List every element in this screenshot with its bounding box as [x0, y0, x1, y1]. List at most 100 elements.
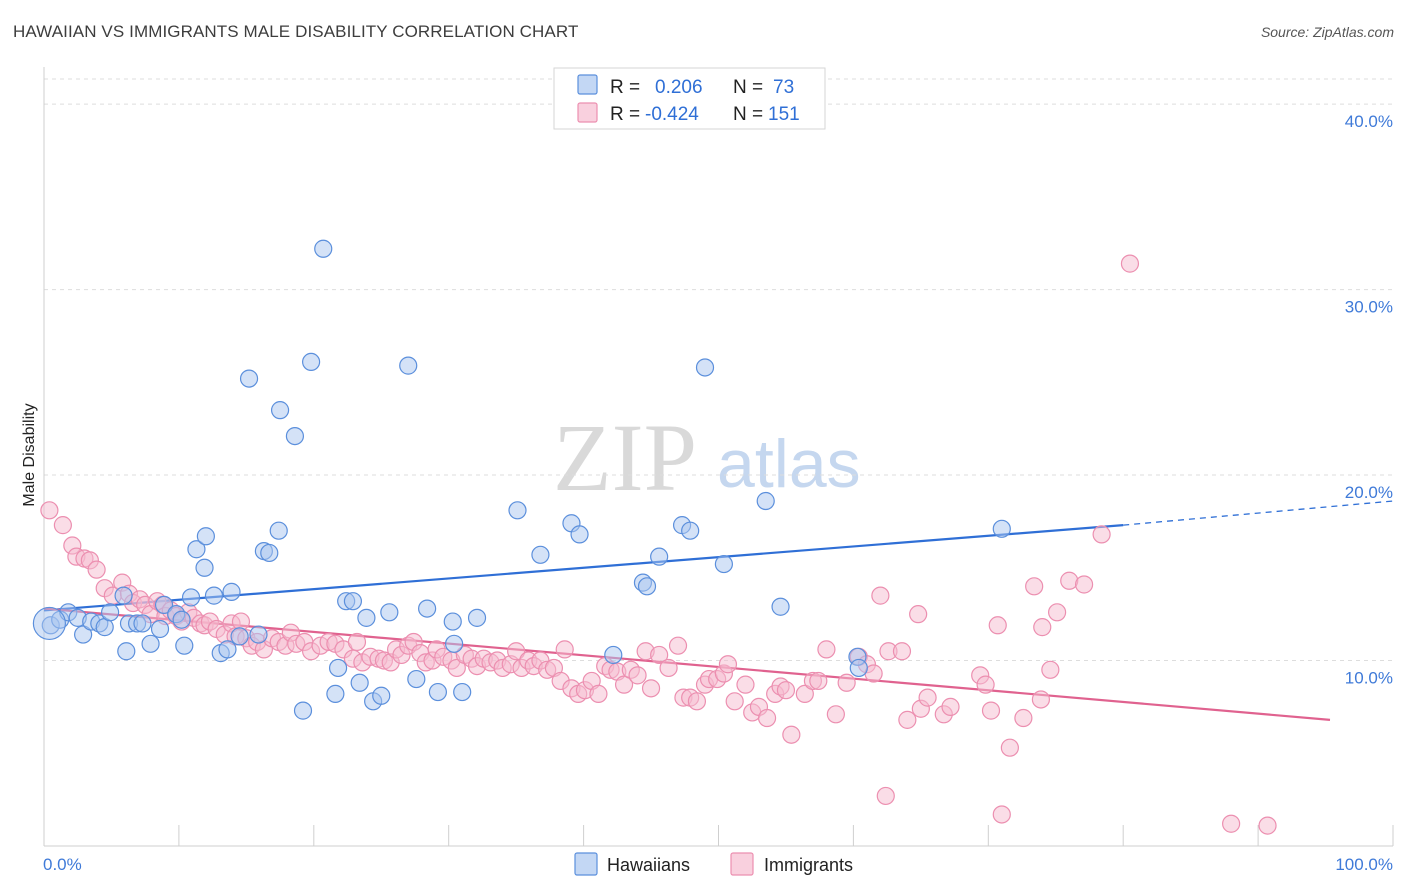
hawaiians-point [101, 603, 120, 622]
immigrants-point [668, 636, 688, 655]
hawaiians-key-swatch [574, 852, 598, 876]
immigrants-point [641, 679, 661, 698]
y-axis-label: Male Disability [21, 403, 38, 506]
hawaiians-r-label: R = [610, 77, 640, 98]
immigrants-point [909, 605, 928, 624]
immigrants-point [776, 681, 796, 700]
hawaiians-point [756, 491, 775, 511]
x-tick-label-min: 0.0% [43, 855, 82, 874]
hawaiians-point [230, 627, 249, 646]
x-tick-label-max: 100.0% [1335, 855, 1393, 874]
immigrants-key-swatch [730, 852, 754, 876]
hawaiians-point [218, 640, 237, 659]
hawaiians-point [32, 606, 66, 641]
hawaiians-point [637, 577, 657, 596]
hawaiians-trendline [43, 500, 1394, 612]
hawaiians-point [195, 558, 214, 577]
hawaiians-point [407, 669, 426, 689]
hawaiians-point [570, 525, 589, 544]
hawaiians-point [604, 645, 623, 665]
immigrants-point [53, 516, 72, 535]
hawaiians-point [270, 401, 290, 420]
immigrants-point [725, 692, 744, 711]
hawaiians-point [249, 625, 268, 644]
hawaiians-point [714, 554, 733, 574]
immigrants-point [981, 701, 1001, 720]
hawaiians-point [196, 527, 215, 546]
hawaiians-point [172, 610, 191, 629]
immigrants-point [1000, 738, 1019, 757]
immigrants-point [1060, 571, 1079, 590]
y-tick-label: 30.0% [1345, 298, 1393, 317]
immigrants-point [1047, 603, 1067, 622]
immigrants-point [941, 697, 960, 716]
immigrants-point [988, 616, 1007, 635]
hawaiians-point [150, 619, 170, 639]
hawaiians-point [467, 608, 487, 627]
hawaiians-point [444, 634, 464, 653]
hawaiians-point [849, 658, 868, 678]
immigrants-point [837, 673, 856, 692]
immigrants-point [507, 642, 526, 661]
hawaiians-point [114, 586, 133, 605]
hawaiians-point [428, 682, 448, 702]
hawaiians-point [399, 356, 418, 375]
immigrants-point [817, 640, 836, 659]
immigrants-point [1092, 525, 1111, 544]
hawaiians-point [260, 543, 279, 563]
stats-legend: R = 0.206 N = 73 R = -0.424 N = 151 [553, 67, 826, 130]
immigrants-r-value: -0.424 [645, 104, 699, 125]
immigrants-point [347, 632, 367, 652]
y-tick-label: 10.0% [1345, 669, 1393, 688]
hawaiians-point [269, 521, 288, 540]
hawaiians-point [695, 358, 715, 377]
immigrants-point [1031, 690, 1051, 709]
hawaiians-point [222, 582, 241, 601]
hawaiians-point [343, 592, 363, 611]
immigrants-r-label: R = [610, 104, 640, 125]
hawaiians-point [293, 701, 313, 720]
hawaiians-trend-dashed [1123, 500, 1394, 526]
hawaiians-r-value: 0.206 [655, 77, 703, 98]
y-tick-label: 20.0% [1345, 483, 1393, 502]
immigrants-point [1033, 618, 1052, 637]
hawaiians-point [443, 612, 462, 631]
immigrants-point [898, 710, 917, 729]
immigrants-point [447, 658, 466, 678]
hawaiians-point [992, 519, 1011, 538]
gridlines [44, 78, 1393, 662]
hawaiians-point [181, 588, 201, 607]
hawaiians-point [350, 673, 369, 692]
immigrants-point [992, 805, 1011, 824]
immigrants-point [1258, 816, 1277, 835]
immigrants-points [40, 254, 1277, 835]
immigrants-point [826, 705, 845, 724]
immigrants-point [1120, 254, 1140, 273]
immigrants-point [782, 725, 801, 744]
immigrants-point [650, 645, 669, 665]
hawaiians-point [326, 684, 345, 704]
immigrants-point [809, 671, 828, 691]
stats-legend-box [553, 67, 826, 130]
immigrants-point [876, 786, 895, 806]
hawaiians-point [418, 599, 437, 618]
immigrants-point [614, 675, 634, 694]
hawaiians-point [141, 634, 160, 653]
hawaiians-point [239, 369, 259, 388]
immigrants-point [589, 684, 608, 704]
immigrants-n-value: 151 [768, 104, 800, 125]
immigrants-point [892, 642, 912, 661]
hawaiians-legend-swatch [577, 74, 598, 95]
hawaiians-point [380, 603, 399, 622]
hawaiians-point [357, 608, 376, 627]
hawaiians-point [187, 540, 206, 559]
immigrants-key-label: Immigrants [764, 855, 853, 875]
immigrants-point [659, 658, 678, 678]
hawaiians-point [133, 614, 152, 633]
immigrants-point [555, 640, 574, 659]
hawaiians-point [302, 352, 321, 372]
immigrants-point [736, 675, 755, 694]
immigrants-point [976, 675, 995, 694]
chart-title: HAWAIIAN VS IMMIGRANTS MALE DISABILITY C… [13, 22, 579, 41]
